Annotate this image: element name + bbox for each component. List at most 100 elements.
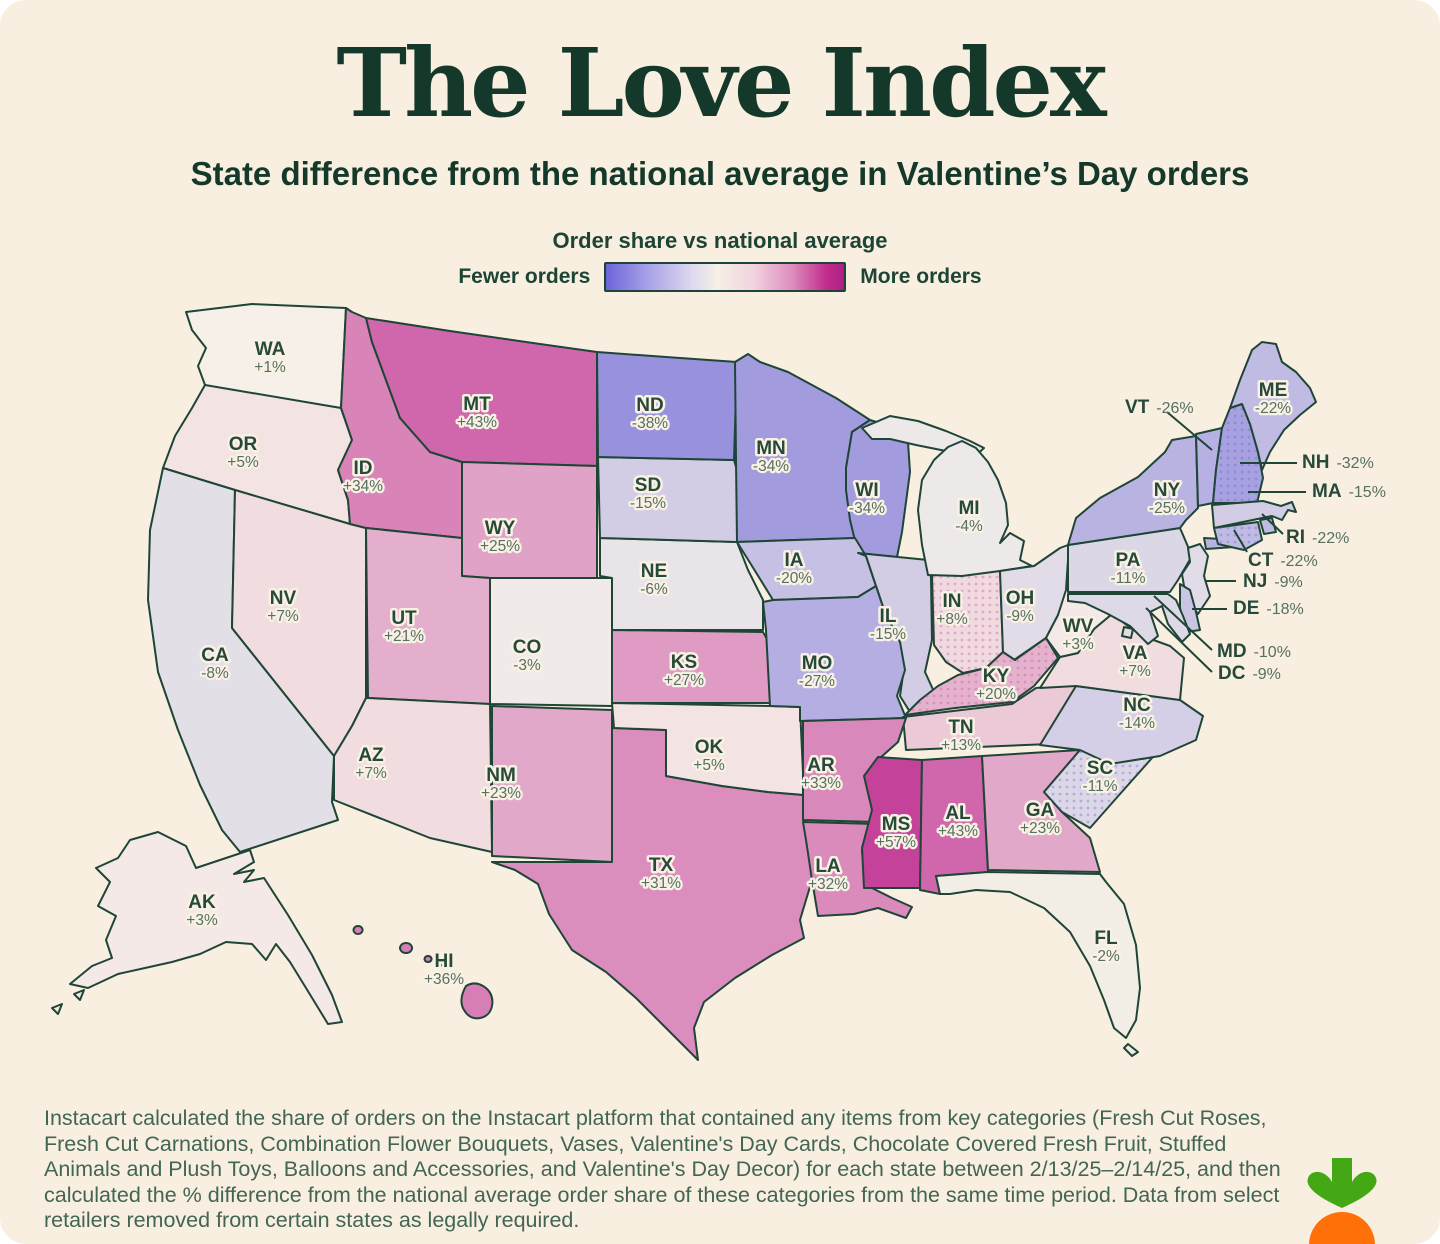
state-label-wy: WY: [485, 518, 516, 539]
state-label-ri: RI -22%: [1286, 527, 1349, 548]
state-label-nm: NM: [486, 765, 516, 786]
state-hi: [460, 982, 494, 1020]
state-value-sc: -11%: [1082, 778, 1117, 795]
state-value-sd: -15%: [630, 495, 666, 512]
state-value-il: -15%: [870, 626, 906, 643]
state-label-wv: WV: [1063, 616, 1094, 637]
state-value-la: +32%: [808, 876, 848, 893]
state-label-ky: KY: [983, 666, 1010, 687]
state-value-nm: +23%: [481, 785, 521, 802]
state-label-az: AZ: [358, 745, 384, 766]
state-label-ne: NE: [641, 561, 667, 582]
state-co: [489, 577, 613, 707]
state-value-fl: -2%: [1092, 948, 1120, 965]
state-value-ky: +20%: [976, 686, 1016, 703]
state-label-la: LA: [815, 856, 841, 877]
state-label-nh: NH -32%: [1302, 452, 1374, 473]
state-value-ks: +27%: [664, 672, 704, 689]
state-label-ct: CT -22%: [1248, 550, 1318, 571]
state-label-in: IN: [943, 591, 962, 612]
state-mi: [917, 440, 1033, 577]
state-ne: [599, 537, 764, 631]
state-label-ny: NY: [1154, 480, 1181, 501]
state-label-ga: GA: [1026, 800, 1055, 821]
state-label-mo: MO: [802, 653, 833, 674]
leader-line-vt: [1166, 411, 1213, 451]
instacart-carrot-logo: [1307, 1158, 1377, 1244]
state-value-ga: +23%: [1020, 820, 1060, 837]
state-label-mn: MN: [756, 438, 786, 459]
state-label-nc: NC: [1123, 695, 1151, 716]
state-texture-sc: [1044, 750, 1152, 828]
state-dc: [1121, 626, 1134, 639]
state-label-nd: ND: [636, 395, 663, 416]
state-label-sd: SD: [635, 475, 661, 496]
carrot-leaf-icon: [1307, 1158, 1377, 1208]
legend-left-label: Fewer orders: [458, 265, 591, 288]
state-label-de: DE -18%: [1233, 598, 1304, 619]
state-label-ca: CA: [201, 645, 229, 666]
page-title: The Love Index: [336, 28, 1106, 139]
state-value-al: +43%: [938, 823, 978, 840]
state-label-ut: UT: [391, 608, 417, 629]
state-ak: [69, 831, 343, 1025]
state-value-mn: -34%: [753, 458, 789, 475]
state-label-wi: WI: [855, 480, 878, 501]
state-mo: [762, 585, 907, 722]
state-az: [333, 697, 493, 853]
carrot-body-icon: [1309, 1212, 1375, 1244]
state-hi: [442, 959, 450, 965]
state-value-in: +8%: [936, 611, 968, 628]
color-legend: Order share vs national average Fewer or…: [0, 228, 1440, 292]
legend-row: Fewer orders More orders: [0, 262, 1440, 292]
state-md: [1067, 593, 1191, 645]
leader-line-ri: [1261, 513, 1284, 535]
state-label-tx: TX: [649, 855, 674, 876]
state-label-wa: WA: [255, 339, 286, 360]
state-value-nv: +7%: [267, 608, 299, 625]
state-value-pa: -11%: [1110, 570, 1145, 587]
state-value-hi: +36%: [424, 971, 464, 988]
state-label-pa: PA: [1116, 550, 1141, 571]
state-nd: [596, 351, 738, 461]
leader-lines-layer: [1145, 411, 1306, 673]
state-ak: [51, 1003, 63, 1015]
state-label-il: IL: [880, 606, 897, 627]
state-value-ia: -20%: [776, 570, 812, 587]
state-label-nj: NJ -9%: [1243, 571, 1303, 592]
state-label-or: OR: [229, 434, 258, 455]
leader-line-ct: [1233, 529, 1248, 553]
state-value-ne: -6%: [640, 581, 668, 598]
state-label-ia: IA: [785, 550, 804, 571]
state-fl: [935, 871, 1141, 1039]
state-value-mt: +43%: [457, 414, 497, 431]
state-hi: [399, 942, 414, 954]
state-label-fl: FL: [1094, 928, 1118, 949]
state-label-ms: MS: [882, 814, 911, 835]
state-label-mi: MI: [958, 498, 979, 519]
state-label-sc: SC: [1087, 758, 1114, 779]
state-label-ak: AK: [188, 892, 216, 913]
state-value-tx: +31%: [641, 875, 681, 892]
legend-title: Order share vs national average: [552, 228, 888, 253]
page-subtitle: State difference from the national avera…: [190, 155, 1250, 192]
state-value-wa: +1%: [254, 359, 286, 376]
state-hi: [352, 925, 364, 935]
state-label-al: AL: [945, 803, 971, 824]
state-value-oh: -9%: [1006, 608, 1034, 625]
state-value-wy: +25%: [480, 538, 520, 555]
leader-line-dc: [1145, 607, 1213, 673]
state-sd: [597, 456, 743, 543]
state-value-az: +7%: [355, 765, 387, 782]
state-texture-in: [932, 571, 1003, 673]
state-value-nc: -14%: [1119, 715, 1155, 732]
state-ak: [73, 989, 85, 1001]
state-label-oh: OH: [1006, 588, 1035, 609]
leader-line-md: [1153, 595, 1213, 651]
legend-right-label: More orders: [860, 265, 982, 288]
state-fl: [1123, 1043, 1139, 1057]
state-label-md: MD -10%: [1217, 641, 1291, 662]
state-value-ak: +3%: [186, 912, 218, 929]
state-value-me: -22%: [1255, 400, 1291, 417]
